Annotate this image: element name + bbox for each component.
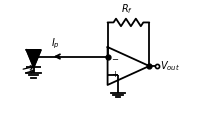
Text: $R_f$: $R_f$ bbox=[121, 3, 133, 16]
Text: $-$: $-$ bbox=[111, 53, 119, 62]
Polygon shape bbox=[26, 50, 41, 67]
Text: $+$: $+$ bbox=[111, 69, 119, 79]
Text: $I_p$: $I_p$ bbox=[51, 37, 60, 51]
Text: $V_{out}$: $V_{out}$ bbox=[160, 59, 180, 73]
